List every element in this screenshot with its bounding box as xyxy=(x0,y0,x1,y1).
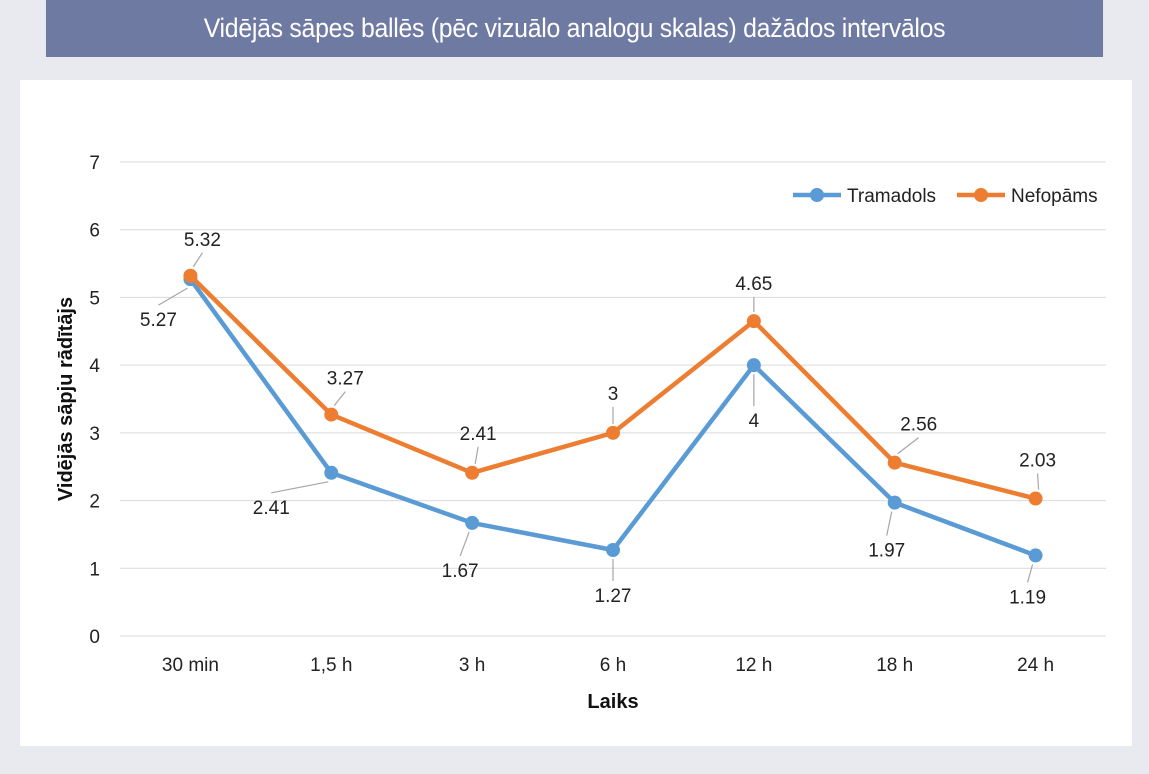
data-point xyxy=(606,543,620,558)
data-label: 2.03 xyxy=(1019,451,1056,472)
data-label: 2.56 xyxy=(900,415,937,436)
data-label: 1.97 xyxy=(868,541,905,562)
legend-swatch-marker xyxy=(974,188,988,202)
data-point xyxy=(324,465,339,480)
legend: Tramadols Nefopāms xyxy=(793,186,1098,207)
label-leader-line xyxy=(886,511,893,536)
x-tick-label: 6 h xyxy=(600,655,626,676)
chart-panel xyxy=(20,80,1132,746)
data-point xyxy=(324,407,339,422)
legend-label: Nefopāms xyxy=(1011,186,1098,207)
data-point xyxy=(183,268,198,283)
data-labels: 5.27 2.41 1.67 1.27 4 1.97 1.19 5.32 3.27 2.41 3 4.… xyxy=(140,230,1056,609)
data-point xyxy=(746,314,761,329)
y-tick-label: 5 xyxy=(89,288,100,309)
label-leader-line xyxy=(459,531,470,557)
data-point xyxy=(606,425,620,440)
data-label: 3 xyxy=(608,384,619,405)
data-label: 2.41 xyxy=(253,498,290,519)
legend-item: Tramadols xyxy=(793,186,936,207)
label-leader-line xyxy=(271,481,329,494)
legend-label: Tramadols xyxy=(847,186,936,207)
data-label: 5.32 xyxy=(184,230,221,251)
chart-title-banner: Vidējās sāpes ballēs (pēc vizuālo analog… xyxy=(45,0,1104,57)
data-point xyxy=(746,358,761,373)
data-point xyxy=(1028,491,1043,506)
chart-title: Vidējās sāpes ballēs (pēc vizuālo analog… xyxy=(203,13,946,43)
x-tick-label: 24 h xyxy=(1017,655,1054,676)
label-leader-line xyxy=(1036,473,1040,490)
y-tick-label: 4 xyxy=(89,356,100,377)
data-point xyxy=(887,495,902,510)
y-tick-label: 7 xyxy=(89,153,100,174)
y-tick-label: 1 xyxy=(89,559,100,580)
y-tick-label: 3 xyxy=(89,424,100,445)
y-axis-ticks: 0 1 2 3 4 5 6 7 xyxy=(89,153,100,648)
x-tick-label: 18 h xyxy=(876,655,913,676)
data-label: 4 xyxy=(749,411,760,432)
data-label: 5.27 xyxy=(140,310,177,331)
y-tick-label: 2 xyxy=(89,492,100,513)
label-leader-lines xyxy=(158,252,1040,583)
x-axis-ticks: 30 min 1,5 h 3 h 6 h 12 h 18 h 24 h xyxy=(162,655,1054,676)
label-leader-line xyxy=(192,252,203,268)
data-label: 1.19 xyxy=(1009,587,1046,608)
data-label: 1.27 xyxy=(595,586,632,607)
label-leader-line xyxy=(333,391,346,406)
x-tick-label: 1,5 h xyxy=(310,655,352,676)
data-label: 4.65 xyxy=(735,274,772,295)
y-tick-label: 0 xyxy=(89,627,100,648)
label-leader-line xyxy=(158,287,188,306)
label-leader-line xyxy=(897,437,920,455)
legend-swatch-marker xyxy=(810,188,824,202)
legend-item: Nefopāms xyxy=(957,186,1098,207)
series-lines xyxy=(183,268,1043,563)
y-tick-label: 6 xyxy=(89,221,100,242)
y-axis-title: Vidējās sāpju rādītājs xyxy=(55,297,77,501)
data-point xyxy=(887,455,902,470)
data-label: 3.27 xyxy=(327,369,364,390)
series-nefopams xyxy=(183,268,1043,506)
data-point xyxy=(465,515,480,530)
x-axis-title: Laiks xyxy=(587,691,638,713)
data-label: 1.67 xyxy=(442,561,479,582)
label-leader-line xyxy=(1026,564,1034,583)
data-point xyxy=(465,465,480,480)
x-tick-label: 3 h xyxy=(459,655,485,676)
label-leader-line xyxy=(474,446,479,464)
x-tick-label: 30 min xyxy=(162,655,219,676)
x-tick-label: 12 h xyxy=(735,655,772,676)
data-label: 2.41 xyxy=(460,424,497,445)
data-point xyxy=(1028,548,1043,563)
